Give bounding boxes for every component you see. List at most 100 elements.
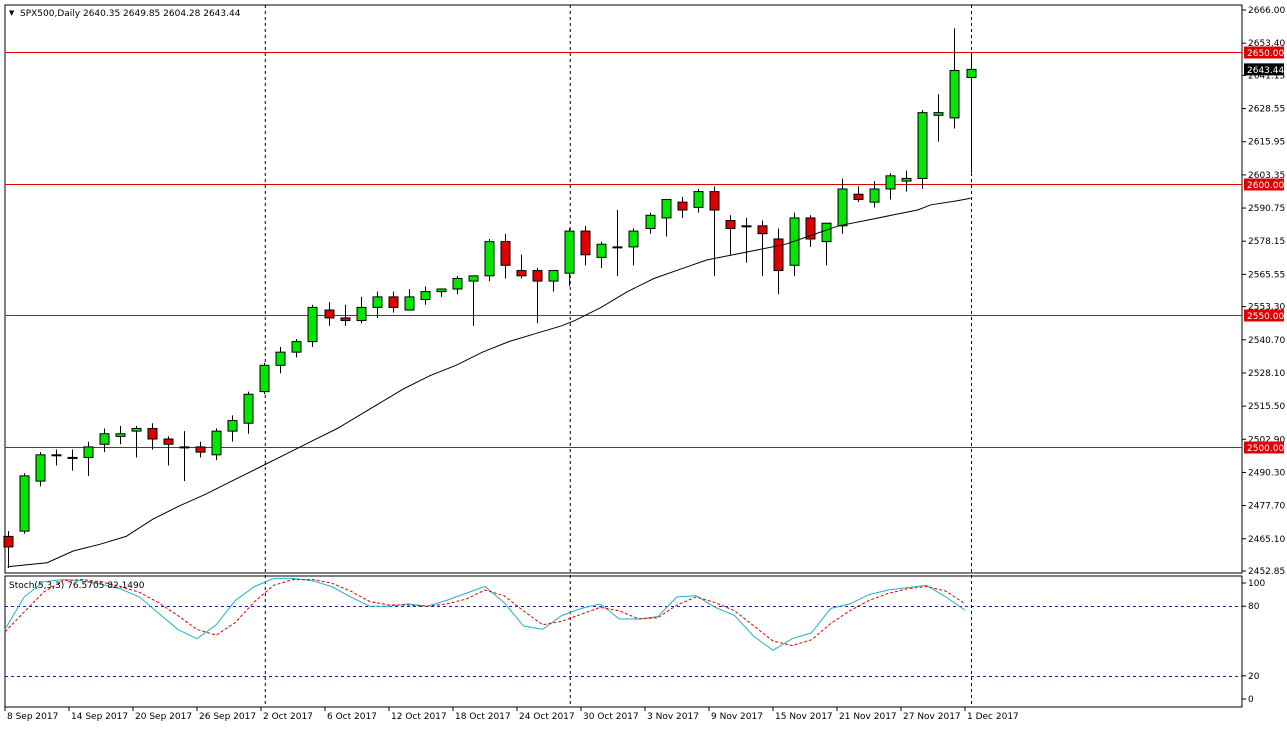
moving-average-line [7, 197, 971, 568]
candle-body [901, 177, 912, 182]
candle-body [307, 306, 318, 343]
level-label-box [1244, 441, 1284, 454]
level-label: 2500.00 [1247, 444, 1284, 454]
candle-body [805, 217, 816, 240]
price-tick-label: 2578.15 [1248, 237, 1285, 247]
time-tick-label: 27 Nov 2017 [903, 712, 961, 722]
candle-body [677, 201, 688, 211]
price-tick-label: 2502.90 [1248, 435, 1285, 445]
time-tick-label: 24 Oct 2017 [519, 712, 575, 722]
price-tick-label: 2628.55 [1248, 105, 1285, 115]
candle-body [468, 275, 479, 282]
price-tick-label: 2465.10 [1248, 535, 1285, 545]
candle-body [564, 230, 575, 274]
stoch-tick-label: 80 [1248, 602, 1260, 612]
candle-body [372, 296, 383, 308]
stoch-pane-frame [4, 575, 1243, 708]
price-tick-label: 2641.15 [1248, 71, 1285, 81]
price-tick-label: 2528.10 [1248, 369, 1285, 379]
stoch-tick-label: 20 [1248, 672, 1260, 682]
candle-body [83, 446, 94, 458]
candle-body [580, 230, 591, 256]
time-tick-label: 14 Sep 2017 [71, 712, 128, 722]
price-tick-label: 2666.00 [1248, 6, 1285, 16]
stoch-signal-line [4, 578, 966, 647]
candle-body [500, 241, 511, 266]
candle-body [548, 270, 559, 282]
candle-body [532, 270, 543, 282]
candle-body [885, 175, 896, 190]
level-label: 2650.00 [1247, 49, 1284, 59]
candle-body [821, 222, 832, 243]
candle-body [966, 68, 977, 79]
candle-body [933, 112, 944, 116]
level-label: 2550.00 [1247, 312, 1284, 322]
candle-body [741, 225, 752, 228]
time-tick-label: 15 Nov 2017 [775, 712, 833, 722]
header-arrow[interactable]: ▼ [9, 9, 15, 17]
candle-body [837, 188, 848, 227]
price-tick-label: 2477.70 [1248, 502, 1285, 512]
candle-body [324, 309, 335, 319]
candle-body [3, 535, 14, 548]
time-tick-label: 26 Sep 2017 [199, 712, 256, 722]
time-axis: 8 Sep 2017 14 Sep 2017 20 Sep 2017 26 Sep 2… [4, 707, 1019, 722]
candle-body [291, 341, 302, 353]
candle-body [436, 288, 447, 293]
level-label-box [1244, 46, 1284, 59]
price-tick-label: 2565.55 [1248, 270, 1285, 280]
level-labels: 2650.00 2600.00 2550.00 2500.00 2643.44 [1244, 46, 1284, 454]
time-tick-label: 3 Nov 2017 [647, 712, 699, 722]
price-tick-label: 2590.75 [1248, 204, 1285, 214]
candle-body [19, 475, 30, 532]
candle-body [869, 188, 880, 203]
price-tick-label: 2515.50 [1248, 402, 1285, 412]
time-tick-label: 30 Oct 2017 [583, 712, 639, 722]
candle-body [99, 433, 110, 445]
candle-body [661, 199, 672, 219]
time-tick-label: 8 Sep 2017 [7, 712, 58, 722]
price-tick-label: 2653.40 [1248, 39, 1285, 49]
chart-header: SPX500,Daily 2640.35 2649.85 2604.28 264… [20, 9, 241, 19]
time-tick-label: 1 Dec 2017 [967, 712, 1019, 722]
candle-body [163, 438, 174, 445]
candle-body [67, 456, 78, 459]
candle-body [35, 454, 46, 482]
level-label-box [1244, 309, 1284, 322]
candle-body [404, 296, 415, 311]
time-tick-label: 21 Nov 2017 [839, 712, 897, 722]
candle-body [115, 433, 126, 437]
candle-body [452, 277, 463, 290]
candle-body [388, 296, 399, 308]
price-axis: 2666.00 2653.40 2641.15 2628.55 2615.95 2603.… [1242, 6, 1285, 577]
candle-body [484, 241, 495, 277]
candle-body [227, 420, 238, 432]
candle-body [612, 246, 623, 249]
candle-body [195, 446, 206, 453]
candle-body [709, 191, 720, 211]
time-tick-label: 2 Oct 2017 [263, 712, 313, 722]
candle-body [628, 230, 639, 248]
stoch-axis: 100 80 20 0 [1242, 579, 1265, 705]
stoch-header: Stoch(5,3,3) 76.5705 82.1490 [9, 581, 145, 591]
horizontal-levels [5, 52, 1242, 448]
level-label-box [1244, 178, 1284, 191]
last-price-box [1244, 63, 1284, 76]
candle-body [917, 112, 928, 179]
candle-body [275, 351, 286, 366]
stoch-main-line [4, 577, 966, 651]
last-price-label: 2643.44 [1247, 66, 1284, 76]
candle-body [340, 317, 351, 322]
candle-body [693, 191, 704, 208]
time-tick-label: 6 Oct 2017 [327, 712, 377, 722]
candle-body [853, 193, 864, 201]
candle-body [516, 270, 527, 277]
candle-body [243, 393, 254, 424]
candle-body [211, 430, 222, 456]
time-tick-label: 9 Nov 2017 [711, 712, 763, 722]
time-tick-label: 18 Oct 2017 [455, 712, 511, 722]
candlesticks [3, 28, 977, 568]
price-tick-label: 2603.35 [1248, 171, 1285, 181]
